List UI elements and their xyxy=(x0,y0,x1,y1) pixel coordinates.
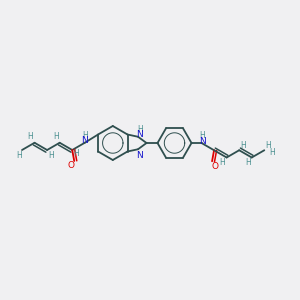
Text: H: H xyxy=(269,148,275,157)
Text: H: H xyxy=(240,141,246,150)
Text: H: H xyxy=(245,158,250,167)
Text: O: O xyxy=(68,161,75,170)
Text: N: N xyxy=(136,151,142,160)
Text: H: H xyxy=(74,149,79,158)
Text: H: H xyxy=(137,125,143,134)
Text: H: H xyxy=(200,131,206,140)
Text: H: H xyxy=(82,131,88,140)
Text: O: O xyxy=(212,162,219,171)
Text: H: H xyxy=(48,152,54,160)
Text: H: H xyxy=(220,158,226,167)
Text: N: N xyxy=(136,130,142,139)
Text: H: H xyxy=(266,141,271,150)
Text: H: H xyxy=(28,132,33,141)
Text: N: N xyxy=(199,137,206,146)
Text: H: H xyxy=(16,152,22,160)
Text: N: N xyxy=(81,136,88,145)
Text: H: H xyxy=(53,132,58,141)
